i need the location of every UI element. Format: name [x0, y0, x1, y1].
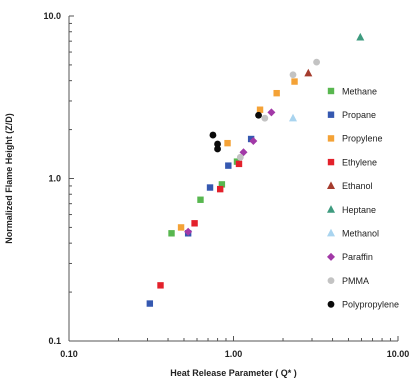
data-point-propylene-3: [256, 106, 264, 113]
y-tick-label-2: 10.0: [43, 11, 61, 21]
legend-marker-polypropylene: [327, 300, 335, 308]
data-point-propane-3: [206, 184, 214, 191]
data-point-propylene-4: [273, 89, 280, 97]
legend-marker-propane: [327, 111, 335, 118]
data-point-pmma-1: [236, 153, 244, 161]
legend-marker-ethylene: [327, 158, 335, 166]
legend-label-propane: Propane: [342, 110, 376, 120]
legend-label-propylene: Propylene: [342, 134, 383, 144]
legend-marker-heptane: [327, 205, 335, 213]
data-point-heptane-1: [356, 32, 365, 41]
data-point-propylene-1: [177, 224, 185, 231]
x-tick-label-1: 1.00: [225, 349, 243, 359]
legend-label-ethanol: Ethanol: [342, 181, 373, 191]
data-point-propane-4: [225, 162, 232, 169]
data-point-methane-3: [218, 181, 226, 188]
legend-label-pmma: PMMA: [342, 276, 369, 286]
data-point-propane-1: [146, 300, 154, 307]
legend-label-heptane: Heptane: [342, 205, 376, 215]
data-point-ethylene-3: [216, 185, 224, 193]
legend-marker-pmma: [327, 277, 335, 284]
legend-label-ethylene: Ethylene: [342, 157, 377, 167]
legend-label-methane: Methane: [342, 86, 377, 96]
data-point-pmma-2: [261, 114, 269, 122]
data-point-ethylene-1: [157, 282, 164, 289]
x-tick-label-0: 0.10: [60, 349, 78, 359]
data-point-ethylene-2: [191, 220, 198, 227]
data-point-polypropylene-1: [209, 131, 217, 139]
data-point-polypropylene-4: [255, 111, 262, 119]
x-tick-label-2: 10.00: [387, 349, 410, 359]
legend-label-polypropylene: Polypropylene: [342, 300, 399, 310]
legend-marker-ethanol: [327, 181, 335, 189]
legend-label-methanol: Methanol: [342, 229, 379, 239]
data-point-polypropylene-3: [214, 145, 221, 153]
legend-marker-propylene: [327, 135, 335, 142]
x-axis-label: Heat Release Parameter ( Q* ): [170, 368, 297, 378]
y-axis-label: Normalized Flame Height (Z/D): [4, 113, 14, 244]
legend-marker-methane: [327, 87, 335, 95]
data-point-paraffin-3: [249, 137, 258, 146]
y-tick-label-1: 1.0: [48, 174, 61, 184]
legend-marker-paraffin: [327, 252, 335, 261]
data-point-propylene-5: [291, 78, 298, 85]
data-point-paraffin-4: [267, 108, 276, 117]
data-point-polypropylene-2: [214, 140, 221, 148]
y-tick-label-0: 0.1: [48, 336, 61, 346]
data-point-paraffin-1: [184, 227, 193, 236]
data-point-propylene-2: [224, 139, 231, 147]
legend-marker-methanol: [327, 228, 335, 237]
data-point-methanol-1: [289, 113, 298, 122]
data-point-propane-5: [247, 135, 255, 143]
data-point-pmma-4: [313, 58, 320, 66]
data-point-ethylene-4: [235, 160, 243, 168]
data-point-methane-2: [197, 196, 204, 203]
data-point-methane-1: [168, 230, 175, 237]
data-point-ethanol-1: [304, 68, 313, 77]
data-point-pmma-3: [289, 71, 297, 79]
legend-label-paraffin: Paraffin: [342, 252, 373, 262]
